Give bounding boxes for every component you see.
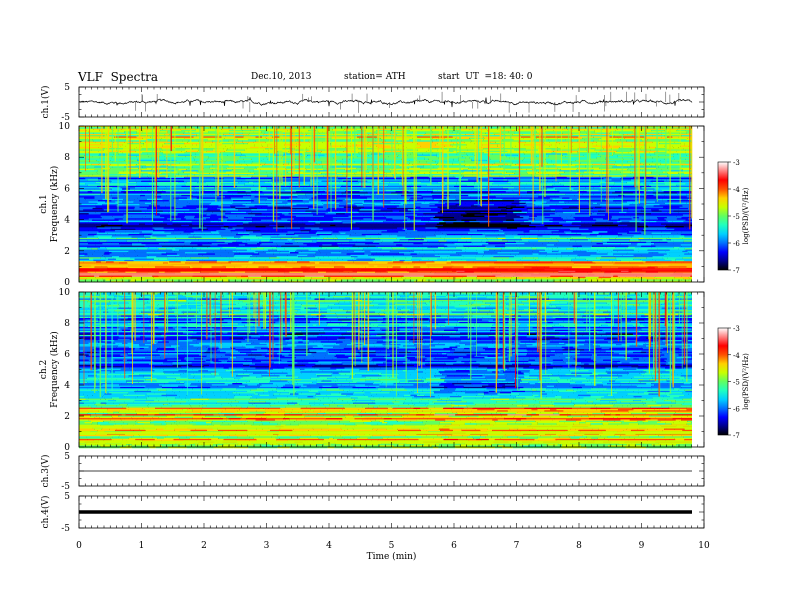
ch2-spectrogram-ytick: 2	[64, 412, 70, 422]
ch1-spectrogram-ytick: 4	[64, 216, 70, 226]
colorbar-tick: -3	[733, 325, 740, 333]
colorbar-tick: -5	[733, 213, 740, 221]
ch4-waveform-ylabel: ch.4(V)	[40, 496, 51, 529]
ch4-waveform-ytick-neg5: -5	[61, 524, 70, 534]
xaxis-tick: 0	[76, 541, 82, 551]
date-label: Dec.10, 2013	[251, 72, 312, 82]
xaxis-tick: 1	[139, 541, 145, 551]
start-ut-value: 18: 40: 0	[492, 72, 533, 82]
colorbar-label: log(PSD/(V²/Hz)	[742, 353, 750, 410]
xaxis-tick: 10	[698, 541, 710, 551]
station-label: station= ATH	[344, 72, 406, 82]
ch1-spectrogram-image	[79, 126, 693, 283]
ch1-spectrogram-ytick: 2	[64, 247, 70, 257]
ch1-spectrogram-ytick: 10	[59, 122, 71, 132]
ch2-spectrogram-ylabel: Frequency (kHz)	[49, 331, 60, 408]
ch3-waveform-ytick-5: 5	[64, 452, 70, 462]
ch3-waveform-ylabel: ch.3(V)	[40, 455, 51, 488]
ch2-spectrogram-ytick: 0	[64, 443, 70, 453]
ch1-waveform-trace	[78, 97, 693, 108]
xaxis-tick: 7	[514, 541, 520, 551]
ch1-ytick-neg5: -5	[61, 113, 70, 123]
ch1-ylabel: ch.1(V)	[40, 86, 51, 119]
colorbar-label: log(PSD/(V²/Hz)	[742, 187, 750, 244]
colorbar-2	[717, 327, 729, 436]
ch2-spectrogram-ytick: 4	[64, 381, 70, 391]
xaxis-tick: 8	[576, 541, 582, 551]
colorbar-tick: -6	[733, 405, 740, 413]
colorbar-tick: -4	[733, 352, 740, 360]
ch1-spectrogram-ytick: 0	[64, 278, 70, 288]
ch3-waveform-ytick-neg5: -5	[61, 482, 70, 492]
ch2-spectrogram-ytick: 8	[64, 319, 70, 329]
colorbar-tick: -7	[733, 432, 740, 440]
xaxis-tick: 3	[264, 541, 270, 551]
colorbar-tick: -5	[733, 379, 740, 387]
xaxis-tick: 5	[389, 541, 395, 551]
colorbar-tick: -6	[733, 240, 740, 248]
ch1-spectrogram-ytick: 8	[64, 153, 70, 163]
ch4-waveform-ytick-5: 5	[64, 492, 70, 502]
colorbar-tick: -4	[733, 186, 740, 194]
colorbar-tick: -3	[733, 159, 740, 167]
xaxis-tick: 2	[201, 541, 207, 551]
ch2-spectrogram-ytick: 10	[59, 288, 71, 298]
xaxis-tick: 6	[451, 541, 457, 551]
ch2-spectrogram-image	[79, 292, 692, 449]
figure-title: VLF Spectra	[78, 70, 159, 84]
colorbar-tick: -7	[733, 267, 740, 275]
xaxis-label: Time (min)	[367, 551, 417, 562]
ch2-spectrogram-ytick: 6	[64, 350, 70, 360]
xaxis-tick: 4	[326, 541, 332, 551]
start-ut-label: start UT =	[438, 72, 493, 82]
ch1-spectrogram-channel-label: ch.1	[39, 194, 49, 213]
ch1-spectrogram-ytick: 6	[64, 184, 70, 194]
colorbar-1	[717, 161, 729, 271]
ch2-spectrogram-channel-label: ch.2	[39, 360, 49, 379]
xaxis-tick: 9	[639, 541, 645, 551]
ch1-spectrogram-ylabel: Frequency (kHz)	[49, 166, 60, 243]
ch1-ytick-5: 5	[64, 83, 70, 93]
